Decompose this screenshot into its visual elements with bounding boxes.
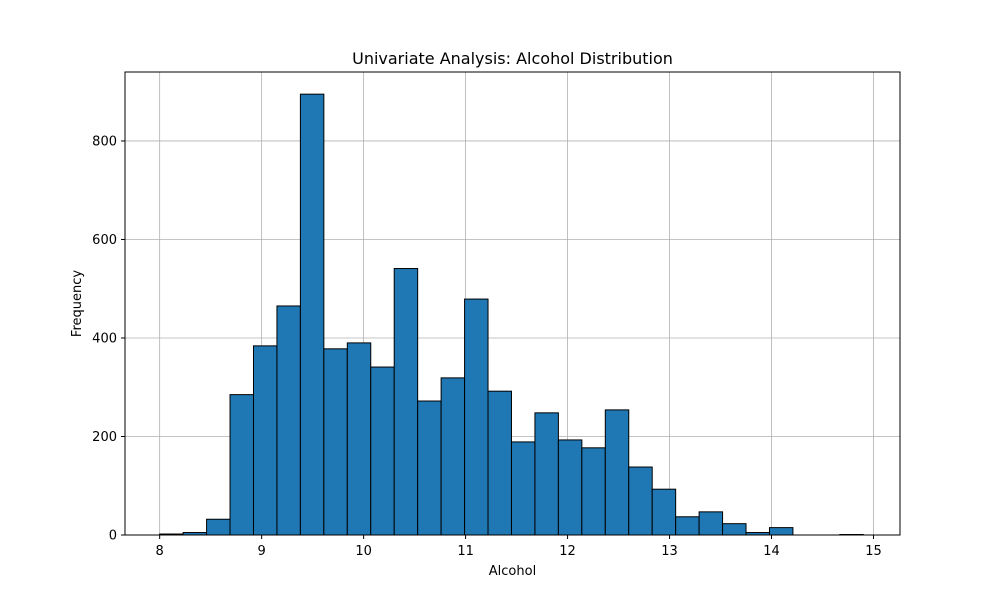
- histogram-bar: [768, 527, 794, 536]
- x-tick-label: 14: [763, 544, 780, 559]
- histogram-bar: [440, 377, 466, 536]
- histogram-bar: [393, 268, 419, 536]
- histogram-bar: [370, 366, 395, 536]
- histogram-bar: [534, 412, 559, 536]
- plot-frame: [124, 71, 901, 536]
- histogram-bar: [299, 93, 325, 536]
- chart-title: Univariate Analysis: Alcohol Distributio…: [352, 49, 673, 68]
- histogram-bar: [557, 439, 583, 536]
- y-axis-label: Frequency: [70, 270, 85, 337]
- histogram-bar: [581, 447, 606, 536]
- y-tick-label: 400: [92, 331, 117, 346]
- histogram-bar: [346, 342, 372, 536]
- histogram-bar: [417, 400, 442, 536]
- x-tick-label: 13: [661, 544, 678, 559]
- histogram-bar: [510, 441, 536, 536]
- x-tick-label: 8: [156, 544, 164, 559]
- x-tick-label: 15: [865, 544, 882, 559]
- histogram-bar: [628, 466, 653, 536]
- histogram-bar: [229, 394, 254, 536]
- bars: [159, 93, 864, 536]
- histogram-bar: [604, 409, 630, 536]
- y-tick-label: 0: [109, 529, 117, 544]
- histogram-bar: [464, 298, 489, 536]
- x-tick-label: 9: [258, 544, 266, 559]
- histogram-bar: [252, 345, 278, 536]
- histogram-bar: [698, 511, 724, 536]
- histogram-bar: [206, 518, 231, 536]
- y-tick-label: 800: [92, 134, 117, 149]
- histogram-bar: [323, 348, 348, 536]
- histogram-bar: [487, 390, 512, 536]
- histogram-bar: [722, 523, 747, 536]
- histogram-bar: [675, 516, 700, 536]
- x-tick-label: 10: [355, 544, 372, 559]
- histogram-bar: [276, 305, 301, 536]
- axis-ticks: 8 9 10 11 12 13 14 15 0 200 400 600 800: [92, 134, 882, 559]
- y-tick-label: 600: [92, 233, 117, 248]
- x-axis-label: Alcohol: [489, 564, 536, 579]
- x-tick-label: 12: [559, 544, 576, 559]
- x-tick-label: 11: [457, 544, 474, 559]
- histogram-bar: [651, 488, 677, 536]
- y-tick-label: 200: [92, 430, 117, 445]
